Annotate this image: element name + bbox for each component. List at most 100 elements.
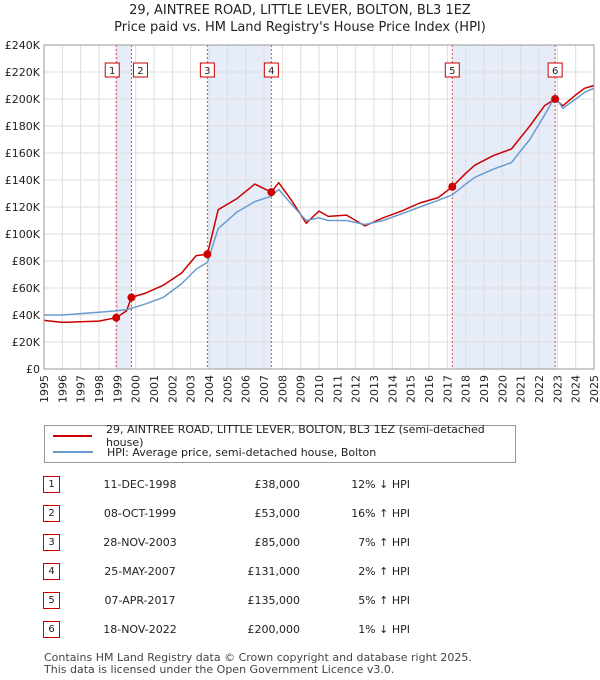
x-tick-label: 2001 xyxy=(148,375,161,403)
sale-date: 18-NOV-2022 xyxy=(103,623,177,636)
x-tick-label: 2007 xyxy=(258,375,271,403)
sale-marker-label: 1 xyxy=(109,66,115,77)
x-tick-label: 2013 xyxy=(368,375,381,403)
legend-label-hpi: HPI: Average price, semi-detached house,… xyxy=(107,445,377,459)
sale-date: 07-APR-2017 xyxy=(104,594,176,607)
sale-hpi-diff: 16% ↑ HPI xyxy=(351,507,410,520)
sales-row: 5 07-APR-2017 £135,000 5% ↑ HPI xyxy=(40,586,410,615)
legend-swatch-hpi xyxy=(53,451,93,453)
sales-table: 1 11-DEC-1998 £38,000 12% ↓ HPI 2 08-OCT-1999… xyxy=(40,470,410,644)
sale-hpi-diff: 7% ↑ HPI xyxy=(358,536,410,549)
x-tick-label: 2010 xyxy=(313,375,326,403)
sale-marker-box xyxy=(263,62,279,78)
y-tick-label: £180K xyxy=(5,120,41,133)
sales-row: 2 08-OCT-1999 £53,000 16% ↑ HPI xyxy=(40,499,410,528)
sale-number-badge: 5 xyxy=(43,592,60,609)
sale-date: 25-MAY-2007 xyxy=(104,565,176,578)
sale-point xyxy=(551,95,560,103)
sale-marker-label: 4 xyxy=(268,66,274,77)
x-tick-label: 2023 xyxy=(551,375,564,403)
sale-marker-box xyxy=(199,62,215,78)
legend-label-price: 29, AINTREE ROAD, LITTLE LEVER, BOLTON, … xyxy=(105,423,485,449)
sale-number-badge: 2 xyxy=(43,505,60,522)
y-tick-label: £40K xyxy=(12,309,41,322)
x-tick-label: 1999 xyxy=(111,375,124,403)
y-tick-label: £60K xyxy=(12,282,41,295)
chart-subtitle: Price paid vs. HM Land Registry's House … xyxy=(114,20,486,35)
sale-hpi-diff: 1% ↓ HPI xyxy=(358,623,410,636)
sale-number-badge: 1 xyxy=(43,476,60,493)
sale-price: £85,000 xyxy=(254,536,301,549)
chart-legend: 29, AINTREE ROAD, LITTLE LEVER, BOLTON, … xyxy=(44,423,516,463)
x-tick-label: 2015 xyxy=(405,375,418,403)
price-paid-line xyxy=(43,84,595,324)
legend-item-price: 29, AINTREE ROAD, LITTLE LEVER, BOLTON, … xyxy=(53,423,515,449)
sale-marker-label: 6 xyxy=(552,66,558,77)
x-tick-label: 2025 xyxy=(588,375,600,403)
x-tick-label: 1995 xyxy=(38,375,51,403)
sale-date: 11-DEC-1998 xyxy=(103,478,177,491)
plot-frame xyxy=(43,44,595,370)
legend-item-hpi: HPI: Average price, semi-detached house,… xyxy=(53,444,376,460)
y-tick-label: £140K xyxy=(5,174,41,187)
sale-date: 28-NOV-2003 xyxy=(103,536,177,549)
sale-number-badge: 4 xyxy=(43,563,60,580)
x-tick-label: 2012 xyxy=(350,375,363,403)
sale-point xyxy=(203,250,212,259)
chart-title: 29, AINTREE ROAD, LITTLE LEVER, BOLTON, … xyxy=(129,3,471,18)
sale-marker-label: 2 xyxy=(137,66,143,77)
sale-price: £131,000 xyxy=(247,565,301,578)
x-tick-label: 2018 xyxy=(460,375,473,403)
x-tick-label: 2004 xyxy=(203,375,216,403)
sales-row: 4 25-MAY-2007 £131,000 2% ↑ HPI xyxy=(40,557,410,586)
y-tick-label: £160K xyxy=(5,147,41,160)
sale-number-badge: 3 xyxy=(43,534,60,551)
y-tick-label: £80K xyxy=(12,255,41,268)
y-tick-label: £20K xyxy=(12,336,41,349)
x-tick-label: 2016 xyxy=(423,375,436,403)
sale-marker-label: 5 xyxy=(449,66,455,77)
y-tick-label: £240K xyxy=(5,39,41,52)
sale-date: 08-OCT-1999 xyxy=(103,507,177,520)
y-tick-label: £200K xyxy=(5,93,41,106)
sale-point xyxy=(267,188,276,197)
sale-price: £38,000 xyxy=(254,478,301,491)
y-tick-label: £0 xyxy=(26,363,40,376)
sale-marker-box xyxy=(547,62,563,78)
y-tick-label: £220K xyxy=(5,66,41,79)
x-tick-label: 2000 xyxy=(130,375,143,403)
y-tick-label: £100K xyxy=(5,228,41,241)
hpi-line xyxy=(44,87,595,316)
x-tick-label: 2017 xyxy=(441,375,454,403)
sale-marker-box xyxy=(132,62,148,78)
x-tick-label: 2019 xyxy=(478,375,491,403)
x-tick-label: 1997 xyxy=(75,375,88,403)
sale-marker-label: 3 xyxy=(204,66,210,77)
x-tick-label: 2002 xyxy=(166,375,179,403)
x-tick-label: 2022 xyxy=(533,375,546,403)
sale-price: £200,000 xyxy=(247,623,301,636)
x-tick-label: 1998 xyxy=(93,375,106,403)
sale-point xyxy=(127,293,136,302)
x-tick-label: 2006 xyxy=(240,375,253,403)
price-chart: 1 2 3 4 5 6 £0 £20K £40K £60K £80K £100K £120K £140K £… xyxy=(5,39,600,403)
x-tick-label: 2020 xyxy=(496,375,509,403)
x-tick-label: 2024 xyxy=(570,375,583,403)
x-tick-label: 2011 xyxy=(331,375,344,403)
x-tick-label: 2009 xyxy=(295,375,308,403)
x-tick-label: 2021 xyxy=(515,375,528,403)
sales-row: 3 28-NOV-2003 £85,000 7% ↑ HPI xyxy=(40,528,410,557)
x-tick-label: 2014 xyxy=(386,375,399,403)
sale-hpi-diff: 5% ↑ HPI xyxy=(358,594,410,607)
sale-price: £53,000 xyxy=(254,507,301,520)
sales-row: 1 11-DEC-1998 £38,000 12% ↓ HPI xyxy=(40,470,410,499)
y-tick-label: £120K xyxy=(5,201,41,214)
sale-marker-box xyxy=(104,62,120,78)
sale-point xyxy=(448,182,457,191)
footer: Contains HM Land Registry data © Crown c… xyxy=(44,652,472,676)
footer-copyright: Contains HM Land Registry data © Crown c… xyxy=(44,651,472,664)
sale-hpi-diff: 2% ↑ HPI xyxy=(358,565,410,578)
x-tick-label: 2008 xyxy=(276,375,289,403)
sale-price: £135,000 xyxy=(247,594,301,607)
sale-marker-box xyxy=(444,62,460,78)
